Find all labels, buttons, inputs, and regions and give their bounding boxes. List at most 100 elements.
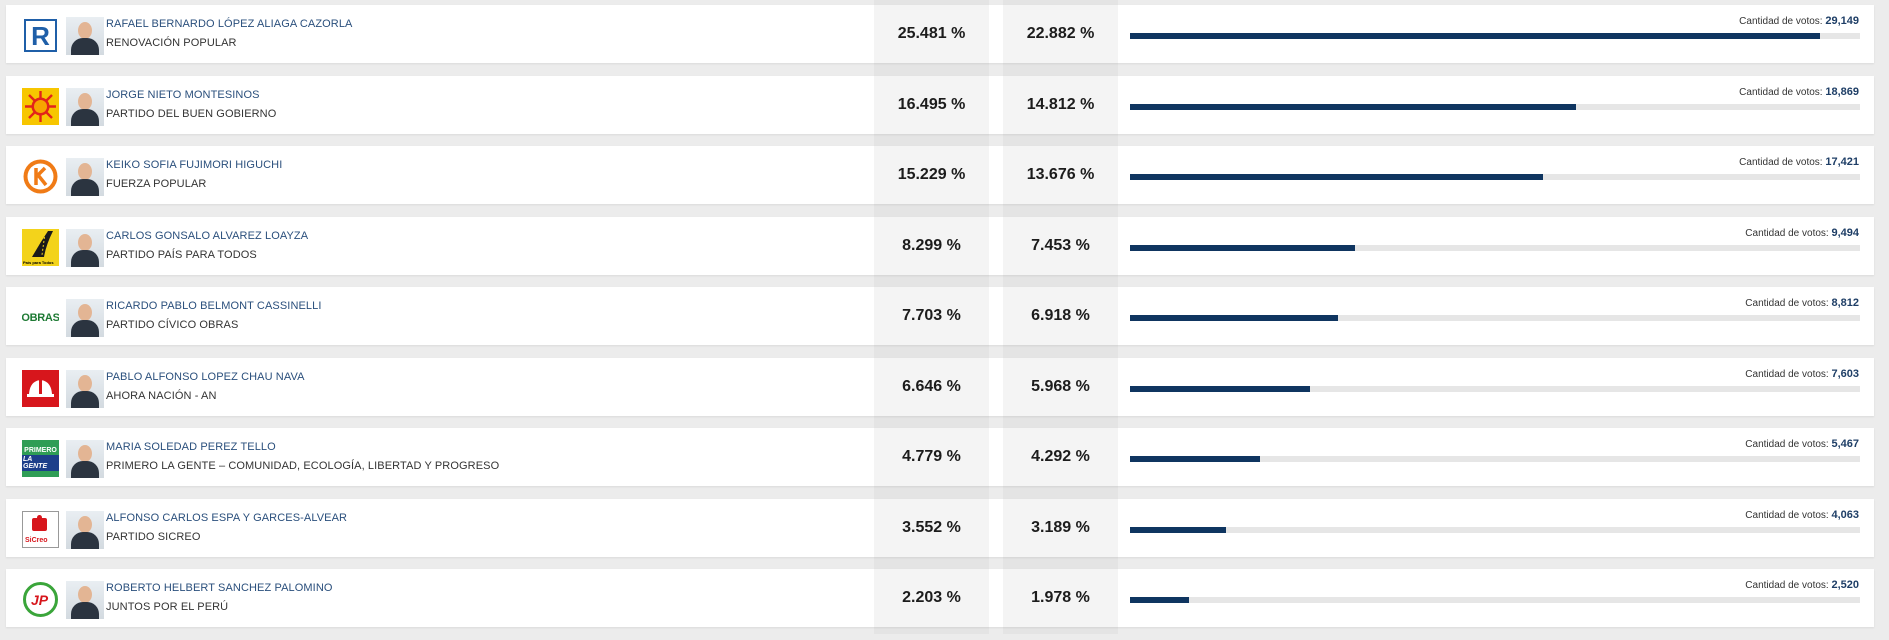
buen-gobierno-sun-logo-icon — [22, 87, 59, 125]
candidate-cell: JORGE NIETO MONTESINOS PARTIDO DEL BUEN G… — [6, 75, 874, 134]
candidate-photo — [66, 158, 104, 196]
party-name: PARTIDO CÍVICO OBRAS — [106, 319, 239, 331]
votes-count-label: Cantidad de votos: 9,494 — [1745, 227, 1859, 239]
votes-count: 9,494 — [1831, 226, 1859, 239]
votes-label-text: Cantidad de votos: — [1745, 509, 1829, 521]
votes-count: 5,467 — [1831, 438, 1859, 450]
votes-cell: Cantidad de votos: 9,494 — [1118, 216, 1874, 275]
logo-letter: R — [31, 20, 50, 51]
candidate-results-list: R RAFAEL BERNARDO LÓPEZ ALIAGA CAZORLA REN… — [0, 5, 1889, 640]
candidate-photo — [66, 228, 104, 267]
candidate-name[interactable]: CARLOS GONSALO ALVAREZ LOAYZA — [106, 229, 309, 242]
votes-label-text: Cantidad de votos: — [1739, 16, 1823, 27]
candidate-name[interactable]: JORGE NIETO MONTESINOS — [106, 88, 260, 101]
renovacion-popular-logo-icon: R — [22, 17, 59, 54]
candidate-photo — [66, 17, 104, 55]
votes-count: 8,812 — [1831, 297, 1859, 309]
emitted-votes-percent: 3.189 % — [1003, 498, 1118, 557]
votes-bar-track — [1130, 385, 1860, 392]
candidate-row: PABLO ALFONSO LOPEZ CHAU NAVA AHORA NACIÓ… — [6, 357, 1874, 416]
candidate-row: KEIKO SOFIA FUJIMORI HIGUCHI FUERZA POPUL… — [6, 146, 1874, 204]
emitted-votes-percent: 5.968 % — [1003, 357, 1118, 416]
votes-count-label: Cantidad de votos: 2,520 — [1745, 579, 1859, 591]
candidate-photo — [66, 510, 104, 549]
candidate-name[interactable]: RICARDO PABLO BELMONT CASSINELLI — [106, 300, 322, 312]
logo-text: OBRAS — [22, 311, 59, 324]
votes-cell: Cantidad de votos: 17,421 — [1118, 146, 1874, 204]
party-name: RENOVACIÓN POPULAR — [106, 37, 237, 49]
votes-count-label: Cantidad de votos: 7,603 — [1745, 368, 1859, 380]
votes-count-label: Cantidad de votos: 17,421 — [1739, 156, 1859, 168]
candidate-cell: OBRAS RICARDO PABLO BELMONT CASSINELLI PAR… — [6, 287, 874, 345]
votes-bar-fill — [1130, 103, 1577, 110]
votes-count: 7,603 — [1831, 367, 1859, 380]
votes-bar-fill — [1130, 385, 1311, 392]
candidate-cell: PABLO ALFONSO LOPEZ CHAU NAVA AHORA NACIÓ… — [6, 357, 874, 416]
emitted-votes-percent: 22.882 % — [1003, 5, 1118, 63]
valid-votes-percent: 7.703 % — [874, 287, 989, 345]
party-name: PARTIDO DEL BUEN GOBIERNO — [106, 107, 277, 120]
votes-label-text: Cantidad de votos: — [1739, 157, 1823, 168]
ahora-nacion-helmet-logo-icon — [22, 369, 59, 407]
candidate-name[interactable]: MARIA SOLEDAD PEREZ TELLO — [106, 441, 276, 453]
party-name: JUNTOS POR EL PERÚ — [106, 601, 229, 613]
votes-bar-fill — [1130, 174, 1543, 180]
votes-cell: Cantidad de votos: 29,149 — [1118, 5, 1874, 63]
emitted-votes-percent: 4.292 % — [1003, 428, 1118, 486]
candidate-photo — [66, 299, 104, 337]
primero-la-gente-logo-icon: PRIMERO LA GENTE — [22, 440, 59, 477]
valid-votes-percent: 15.229 % — [874, 146, 989, 204]
candidate-name[interactable]: PABLO ALFONSO LOPEZ CHAU NAVA — [106, 370, 305, 383]
votes-bar-track — [1130, 33, 1860, 39]
valid-votes-percent: 3.552 % — [874, 498, 989, 557]
votes-bar-track — [1130, 597, 1860, 603]
votes-count-label: Cantidad de votos: 29,149 — [1739, 15, 1859, 27]
candidate-cell: País para Todos CARLOS GONSALO ALVAREZ LO… — [6, 216, 874, 275]
votes-bar-track — [1130, 456, 1860, 462]
votes-label-text: Cantidad de votos: — [1745, 298, 1829, 309]
votes-cell: Cantidad de votos: 2,520 — [1118, 569, 1874, 627]
votes-bar-fill — [1130, 315, 1339, 321]
emitted-votes-percent: 6.918 % — [1003, 287, 1118, 345]
candidate-row: R RAFAEL BERNARDO LÓPEZ ALIAGA CAZORLA REN… — [6, 5, 1874, 63]
candidate-photo — [66, 369, 104, 408]
fuerza-popular-k-logo-icon — [22, 158, 59, 195]
candidate-name[interactable]: KEIKO SOFIA FUJIMORI HIGUCHI — [106, 159, 283, 171]
candidate-name[interactable]: ROBERTO HELBERT SANCHEZ PALOMINO — [106, 582, 333, 594]
votes-cell: Cantidad de votos: 4,063 — [1118, 498, 1874, 557]
votes-count: 2,520 — [1831, 579, 1859, 591]
party-name: PARTIDO PAÍS PARA TODOS — [106, 248, 257, 261]
votes-bar-track — [1130, 103, 1860, 110]
logo-text: SiCreo — [25, 536, 48, 544]
emitted-votes-percent: 13.676 % — [1003, 146, 1118, 204]
votes-bar-track — [1130, 315, 1860, 321]
candidate-cell: PRIMERO LA GENTE MARIA SOLEDAD PEREZ TELLO… — [6, 428, 874, 486]
votes-label-text: Cantidad de votos: — [1745, 227, 1829, 239]
votes-bar-track — [1130, 244, 1860, 251]
party-name: PRIMERO LA GENTE – COMUNIDAD, ECOLOGÍA, … — [106, 460, 500, 472]
candidate-row: JP ROBERTO HELBERT SANCHEZ PALOMINO JUNTOS… — [6, 569, 1874, 627]
votes-label-text: Cantidad de votos: — [1745, 368, 1829, 380]
votes-label-text: Cantidad de votos: — [1739, 86, 1823, 98]
candidate-row: SiCreo ALFONSO CARLOS ESPA Y GARCES-ALVEA… — [6, 498, 1874, 557]
votes-count-label: Cantidad de votos: 8,812 — [1745, 297, 1859, 309]
votes-bar-fill — [1130, 597, 1190, 603]
candidate-row: PRIMERO LA GENTE MARIA SOLEDAD PEREZ TELLO… — [6, 428, 1874, 486]
candidate-name[interactable]: ALFONSO CARLOS ESPA Y GARCES-ALVEAR — [106, 511, 348, 524]
votes-bar-fill — [1130, 33, 1820, 39]
sicreo-logo-icon: SiCreo — [22, 510, 59, 548]
obras-logo-icon: OBRAS — [22, 299, 59, 336]
votes-cell: Cantidad de votos: 7,603 — [1118, 357, 1874, 416]
votes-count: 4,063 — [1831, 508, 1859, 521]
votes-label-text: Cantidad de votos: — [1745, 439, 1829, 450]
candidate-photo — [66, 581, 104, 619]
candidate-cell: KEIKO SOFIA FUJIMORI HIGUCHI FUERZA POPUL… — [6, 146, 874, 204]
candidate-name[interactable]: RAFAEL BERNARDO LÓPEZ ALIAGA CAZORLA — [106, 18, 353, 30]
valid-votes-percent: 25.481 % — [874, 5, 989, 63]
votes-bar-track — [1130, 526, 1860, 533]
candidate-cell: SiCreo ALFONSO CARLOS ESPA Y GARCES-ALVEA… — [6, 498, 874, 557]
candidate-photo — [66, 440, 104, 478]
candidate-row: OBRAS RICARDO PABLO BELMONT CASSINELLI PAR… — [6, 287, 1874, 345]
votes-count-label: Cantidad de votos: 18,869 — [1739, 86, 1859, 98]
